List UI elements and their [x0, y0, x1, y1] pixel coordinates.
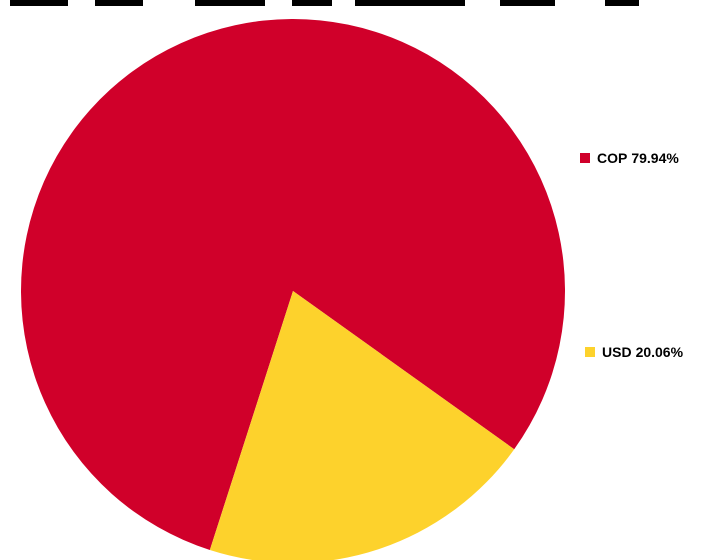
- pie-slice-cop: [21, 19, 566, 550]
- legend-swatch-cop: [580, 153, 590, 163]
- legend-label-cop: COP: [597, 150, 628, 166]
- legend-value-cop: 79.94%: [631, 150, 679, 166]
- legend-swatch-usd: [585, 347, 595, 357]
- cropped-title-strokes: [0, 0, 711, 6]
- pie-slice-usd: [209, 291, 515, 560]
- legend-value-usd: 20.06%: [635, 344, 684, 360]
- legend-label-usd: USD: [602, 344, 632, 360]
- legend-item-usd: USD 20.06%: [585, 344, 683, 360]
- legend-item-cop: COP 79.94%: [580, 150, 679, 166]
